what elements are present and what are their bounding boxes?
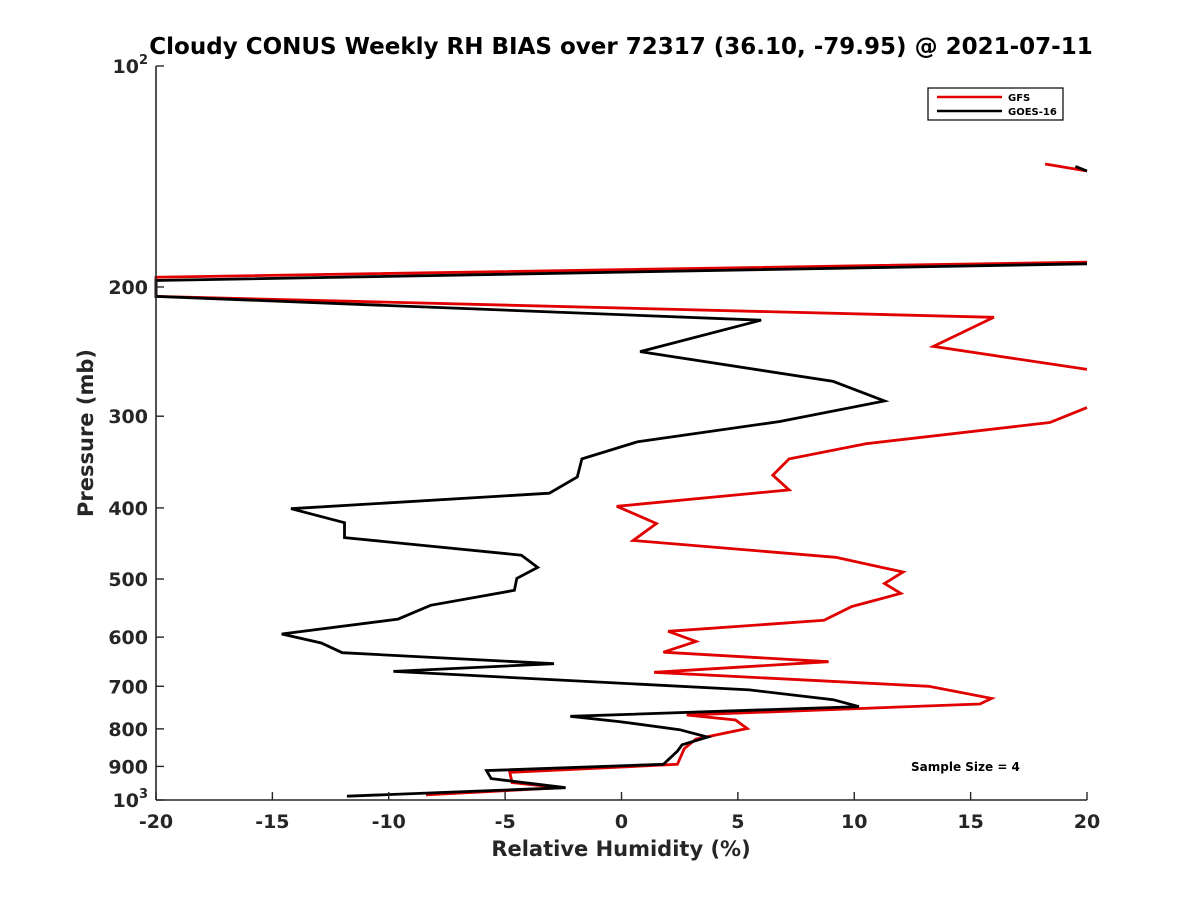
y-tick-label: 200 [108,277,148,299]
chart-title: Cloudy CONUS Weekly RH BIAS over 72317 (… [149,34,1092,60]
x-tick-label: 5 [731,811,744,833]
y-tick-label: 900 [108,756,148,778]
plot-lines [154,162,1088,798]
y-tick-label: 102 [113,53,149,78]
y-tick-label: 700 [108,676,148,698]
x-ticks: -20 -15 -10 -5 0 5 10 15 20 [139,792,1100,833]
x-tick-label: -15 [255,811,289,833]
x-tick-label: -10 [372,811,406,833]
sample-size-annotation: Sample Size = 4 [911,760,1020,774]
x-tick-label: -5 [495,811,516,833]
x-tick-label: -20 [139,811,173,833]
series-line-goes-16 [154,165,1088,798]
x-tick-label: 0 [615,811,628,833]
legend: GFS GOES-16 [927,87,1064,121]
y-axis-label: Pressure (mb) [74,349,98,517]
legend-label-gfs: GFS [1008,93,1030,104]
y-ticks: 102 200 300 400 500 600 700 800 900 103 [108,53,164,812]
y-tick-label: 300 [108,406,148,428]
y-tick-label: 500 [108,569,148,591]
x-tick-label: 20 [1074,811,1100,833]
legend-box [927,87,1064,121]
series-line-gfs [154,162,1088,797]
x-tick-label: 10 [841,811,867,833]
y-tick-label: 800 [108,719,148,741]
x-axis-label: Relative Humidity (%) [491,837,750,861]
y-tick-label: 103 [113,787,149,812]
x-tick-label: 15 [957,811,983,833]
y-tick-label: 600 [108,627,148,649]
y-tick-label: 400 [108,498,148,520]
legend-label-goes16: GOES-16 [1008,107,1057,118]
